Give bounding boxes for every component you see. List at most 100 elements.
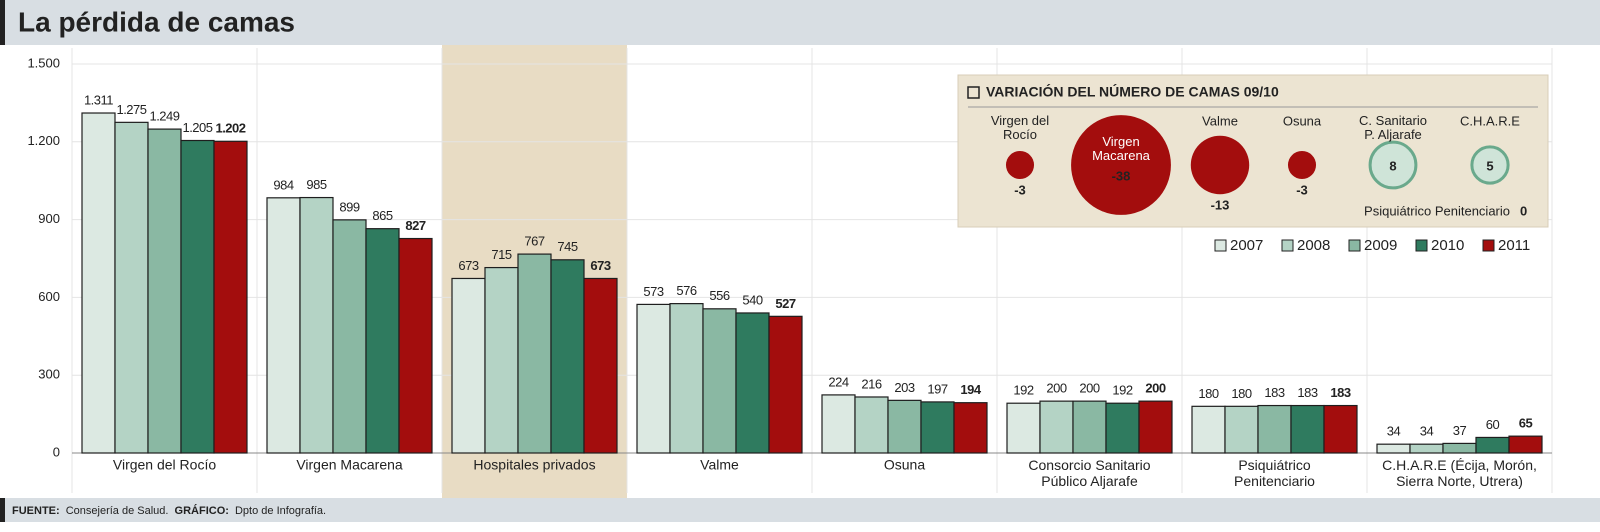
y-tick-label: 600 xyxy=(38,289,60,304)
bar xyxy=(920,401,955,454)
value-label: 865 xyxy=(372,208,392,223)
bar xyxy=(1508,435,1543,454)
legend-label: 2009 xyxy=(1364,237,1397,254)
footer: FUENTE: Consejería de Salud. GRÁFICO: Dp… xyxy=(12,504,326,517)
value-label: 745 xyxy=(557,239,577,254)
value-label: 183 xyxy=(1264,385,1284,400)
x-tick-label: Virgen Macarena xyxy=(296,457,403,473)
value-label: 1.202 xyxy=(215,121,245,136)
bar xyxy=(1409,443,1444,454)
legend-swatch xyxy=(1482,239,1495,252)
bar xyxy=(1376,443,1411,454)
bar xyxy=(398,237,433,454)
variation-name: Valme xyxy=(1202,113,1238,128)
value-label: 34 xyxy=(1420,424,1434,439)
value-label: 194 xyxy=(960,382,981,397)
bar xyxy=(887,399,922,454)
bar xyxy=(332,219,367,454)
legend-label: 2010 xyxy=(1431,237,1464,254)
legend-label: 2007 xyxy=(1230,237,1263,254)
legend-swatch xyxy=(1415,239,1428,252)
bar xyxy=(583,277,618,454)
legend-label: 2011 xyxy=(1498,237,1530,254)
bar xyxy=(213,140,248,454)
variation-name: Osuna xyxy=(1283,113,1322,128)
footer-bar xyxy=(0,498,1600,522)
bar xyxy=(147,128,182,454)
bar xyxy=(1039,400,1074,454)
bar xyxy=(1475,436,1510,454)
variation-name: Virgen Macarena xyxy=(1092,134,1151,163)
bar xyxy=(1224,405,1259,454)
bar xyxy=(81,112,116,454)
bar xyxy=(1006,402,1041,454)
value-label: 827 xyxy=(405,218,425,233)
variation-name: C. Sanitario P. Aljarafe xyxy=(1359,113,1427,142)
bar xyxy=(365,228,400,454)
variation-name: C.H.A.R.E xyxy=(1460,113,1520,128)
variation-value: -3 xyxy=(1014,182,1026,197)
inset-title: VARIACIÓN DEL NÚMERO DE CAMAS 09/10 xyxy=(986,83,1279,100)
bar xyxy=(550,259,585,454)
value-label: 715 xyxy=(491,247,511,262)
value-label: 1.205 xyxy=(182,120,212,135)
value-label: 192 xyxy=(1112,383,1132,398)
value-label: 183 xyxy=(1330,385,1350,400)
value-label: 34 xyxy=(1387,424,1401,439)
variation-bubble xyxy=(1071,115,1171,215)
variation-bubble xyxy=(1287,150,1317,180)
bar xyxy=(821,394,856,454)
variation-value: -38 xyxy=(1112,168,1131,183)
y-tick-label: 1.500 xyxy=(27,55,60,70)
source: Consejería de Salud. xyxy=(66,505,169,517)
bar xyxy=(1105,402,1140,454)
value-label: 576 xyxy=(676,283,696,298)
bar xyxy=(484,266,519,454)
bar xyxy=(180,139,215,454)
value-label: 197 xyxy=(927,381,947,396)
x-tick-label: Osuna xyxy=(884,457,925,473)
value-label: 899 xyxy=(339,199,359,214)
legend-label: 2008 xyxy=(1297,237,1330,254)
value-label: 180 xyxy=(1198,386,1218,401)
bar xyxy=(636,303,671,454)
inset-icon xyxy=(967,86,980,99)
value-label: 1.249 xyxy=(149,109,179,124)
bar xyxy=(1442,442,1477,454)
bar xyxy=(1290,404,1325,454)
x-tick-label: Consorcio Sanitario Público Aljarafe xyxy=(1028,457,1150,489)
y-tick-label: 0 xyxy=(53,444,60,459)
legend-swatch xyxy=(1214,239,1227,252)
value-label: 573 xyxy=(643,284,663,299)
bar xyxy=(266,197,301,454)
bar xyxy=(953,402,988,454)
credit: Dpto de Infografía. xyxy=(235,505,326,517)
value-label: 183 xyxy=(1297,385,1317,400)
variation-value: 8 xyxy=(1389,158,1396,173)
variation-bubble xyxy=(1368,140,1418,190)
header-bar xyxy=(0,0,1600,45)
value-label: 556 xyxy=(709,288,729,303)
value-label: 540 xyxy=(742,292,762,307)
variation-value: -3 xyxy=(1296,182,1308,197)
value-label: 37 xyxy=(1453,423,1467,438)
inset-box xyxy=(957,74,1549,228)
bar xyxy=(1072,400,1107,454)
bar xyxy=(735,312,770,454)
value-label: 192 xyxy=(1013,383,1033,398)
value-label: 203 xyxy=(894,380,914,395)
bar xyxy=(1191,405,1226,454)
x-tick-label: Virgen del Rocío xyxy=(113,457,216,473)
value-label: 65 xyxy=(1519,416,1533,431)
footer-accent xyxy=(0,498,5,522)
chart-title: La pérdida de camas xyxy=(18,6,295,37)
value-label: 216 xyxy=(861,376,881,391)
bar xyxy=(299,196,334,454)
bar xyxy=(768,315,803,454)
x-tick-label: Valme xyxy=(700,457,739,473)
y-tick-label: 1.200 xyxy=(27,133,60,148)
source-label: FUENTE: xyxy=(12,505,60,517)
bar xyxy=(1138,400,1173,454)
legend-swatch xyxy=(1281,239,1294,252)
